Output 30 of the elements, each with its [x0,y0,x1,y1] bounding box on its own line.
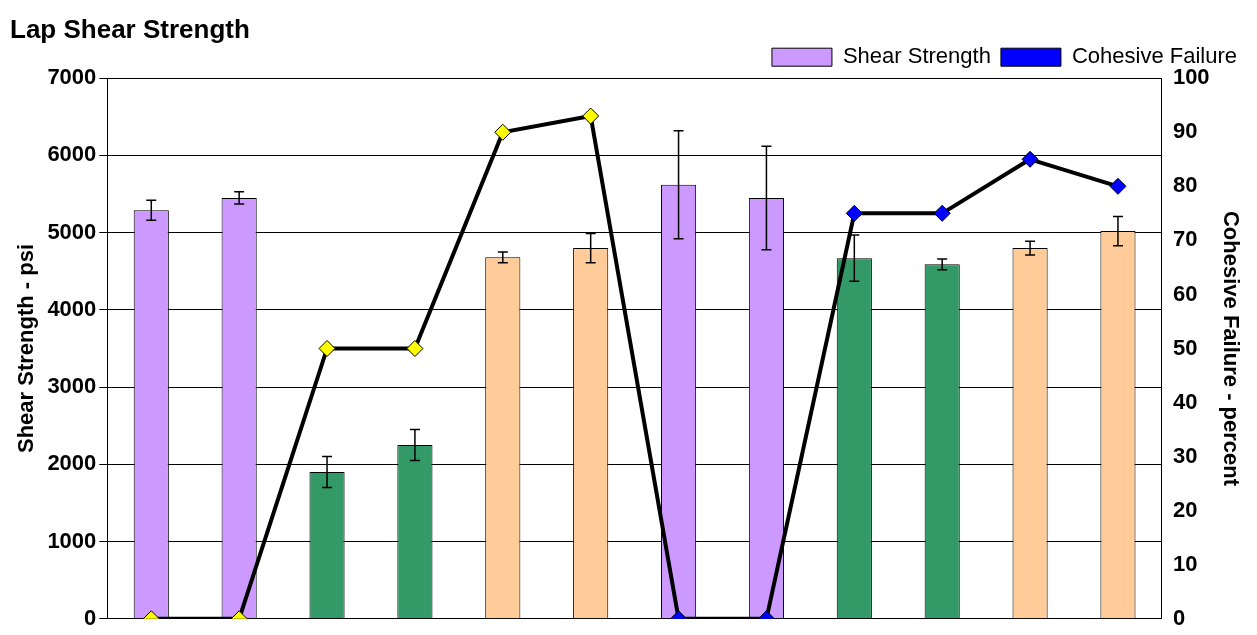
y-tick-label: 1000 [47,527,97,553]
y2-tick-label: 40 [1172,388,1198,414]
point [406,340,424,357]
y2-axis-title: Cohesive Failure - percent [1218,210,1244,487]
y2-tick-label: 70 [1172,226,1198,252]
y-tick-label: 3000 [47,373,97,399]
y2-tick-label: 60 [1172,280,1198,306]
y-tick-label: 5000 [47,218,97,244]
point [1109,177,1127,195]
y-tick-label: 0 [84,604,97,630]
y-tick-label: 6000 [47,141,97,167]
point [1021,150,1039,168]
point [845,204,863,222]
y-tick-label: 7000 [47,64,97,90]
point [582,107,600,125]
y2-tick-label: 90 [1172,118,1198,144]
y-tick-label: 4000 [47,295,97,321]
y-tick-label: 2000 [47,450,97,476]
y2-tick-label: 80 [1172,172,1198,198]
point [318,340,336,357]
y2-tick-label: 10 [1172,550,1198,576]
chart-title: Lap Shear Strength [10,13,250,44]
point [494,123,512,141]
y2-tick-label: 30 [1172,442,1198,468]
point [933,204,951,222]
y2-tick-label: 0 [1172,604,1186,630]
legend-label: Shear Strength [842,43,991,69]
y-axis-title: Shear Strength - psi [13,243,39,454]
y2-tick-label: 20 [1172,496,1198,522]
y2-tick-label: 50 [1172,334,1198,360]
